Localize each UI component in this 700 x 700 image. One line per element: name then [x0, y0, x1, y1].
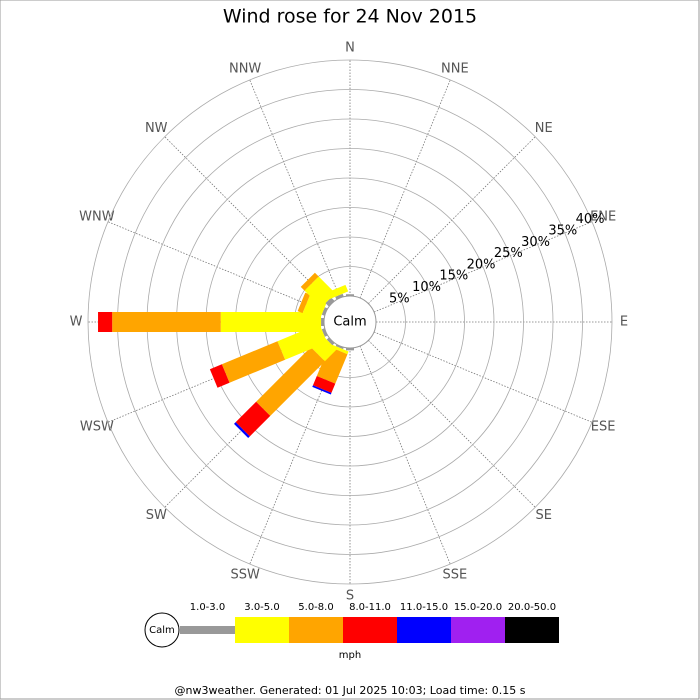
direction-label: WSW [80, 419, 114, 434]
legend-label: 20.0-50.0 [508, 602, 556, 613]
bar-segment [297, 292, 311, 314]
bar-segment [316, 346, 348, 384]
bar-segment [112, 312, 221, 332]
bar-segment [277, 323, 328, 360]
legend-swatch [505, 617, 559, 643]
bar-segment [235, 401, 271, 437]
bar-segment [220, 312, 322, 332]
direction-label: WNW [79, 210, 115, 225]
legend-calm-label: Calm [149, 625, 175, 636]
ring-label: 10% [412, 280, 441, 295]
direction-label: NNW [229, 61, 261, 76]
chart-title: Wind rose for 24 Nov 2015 [223, 6, 477, 28]
ring-label: 5% [389, 291, 410, 306]
direction-label: NNE [441, 61, 469, 76]
direction-label: N [345, 41, 355, 56]
ring [87, 59, 613, 585]
bar-segment [329, 343, 349, 355]
legend-label: 8.0-11.0 [349, 602, 391, 613]
bar-segment [326, 337, 335, 346]
footer: @nw3weather. Generated: 01 Jul 2025 10:0… [175, 684, 526, 697]
ring-label: 40% [576, 212, 605, 227]
bar-segment [326, 284, 349, 300]
direction-label: W [70, 315, 83, 330]
direction-label: NW [145, 121, 168, 136]
bar-segment [98, 312, 113, 332]
bars [98, 272, 378, 438]
direction-label: E [620, 315, 628, 330]
legend-swatch [235, 617, 289, 643]
direction-label: SSW [230, 568, 260, 583]
bar-segment [234, 422, 250, 438]
legend-calm [144, 612, 180, 648]
direction-label: NE [535, 121, 553, 136]
legend-label: 5.0-8.0 [298, 602, 333, 613]
direction-label: SSE [442, 568, 467, 583]
bar-segment [312, 375, 336, 393]
bar-segment [346, 294, 354, 296]
bar-segment [321, 318, 324, 326]
legend-swatch [180, 626, 235, 634]
bar-segment [209, 364, 230, 388]
direction-label: SE [536, 508, 552, 523]
bar-segment [312, 385, 332, 395]
legend-label: 11.0-15.0 [400, 602, 448, 613]
legend-label: 3.0-5.0 [244, 602, 279, 613]
legend-label: 1.0-3.0 [190, 602, 225, 613]
bar-segment [221, 341, 286, 383]
calm-circle [323, 295, 377, 349]
bar-segment [321, 328, 328, 337]
bar-segment [325, 297, 335, 307]
legend-swatch [397, 617, 451, 643]
ring-label: 30% [521, 235, 550, 250]
rings: N NNE NE ENE E ESE SE SSE S SSW SW WSW W WNW NW NNW 5%10… [70, 41, 629, 604]
ring-label: 35% [548, 224, 577, 239]
bar-segment [256, 347, 325, 416]
legend-swatch [289, 617, 343, 643]
bar-segment [304, 276, 336, 308]
bar-segment [321, 307, 328, 316]
direction-label: ESE [591, 419, 616, 434]
bar-segment [335, 293, 344, 300]
ring-label: 15% [439, 269, 468, 284]
calm-label: Calm [333, 315, 366, 330]
ring-label: 20% [467, 257, 496, 272]
bar-segment [300, 272, 319, 291]
bar-segment [335, 344, 344, 350]
direction-label: S [346, 589, 354, 604]
direction-label: SW [146, 508, 167, 523]
ring-label: 25% [494, 246, 523, 261]
legend-swatch [343, 617, 397, 643]
legend-unit: mph [339, 650, 361, 661]
legend-swatch [451, 617, 505, 643]
bar-segment [346, 348, 354, 351]
direction-label: ENE [590, 210, 616, 225]
legend-label: 15.0-20.0 [454, 602, 502, 613]
